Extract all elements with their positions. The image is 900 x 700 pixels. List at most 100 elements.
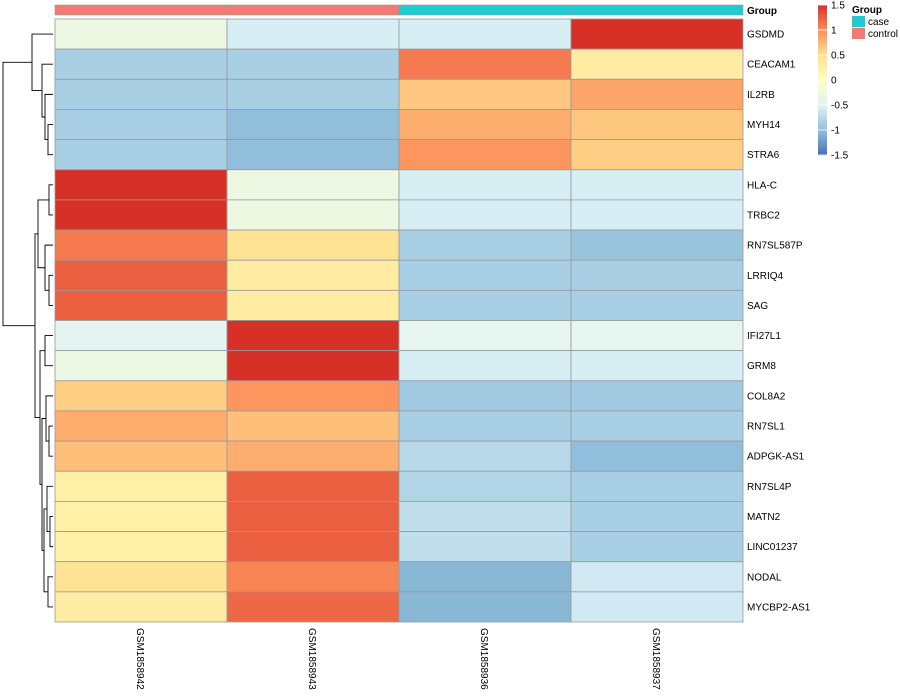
annotation-cell-GSM1858942 <box>54 4 228 16</box>
color-legend-segment <box>818 7 827 11</box>
heatmap-cell-LINC01237-GSM1858942 <box>54 531 228 563</box>
heatmap-cell-MATN2-GSM1858936 <box>398 500 572 532</box>
heatmap-cell-GRM8-GSM1858943 <box>226 350 400 382</box>
group-legend-title: Group <box>852 5 882 16</box>
gene-label-MATN2: MATN2 <box>747 512 781 523</box>
heatmap-cell-COL8A2-GSM1858936 <box>398 380 572 412</box>
color-legend-segment <box>818 30 827 33</box>
heatmap-cell-MYCBP2-AS1-GSM1858936 <box>398 591 572 623</box>
heatmap-cell-HLA-C-GSM1858942 <box>54 169 228 201</box>
color-legend-segment <box>818 87 827 91</box>
heatmap-cell-MYH14-GSM1858937 <box>570 109 744 140</box>
color-legend-tick-label: 1 <box>831 26 837 37</box>
heatmap-cell-RN7SL1-GSM1858943 <box>226 410 400 442</box>
color-legend-segment <box>818 5 827 8</box>
color-legend-segment <box>818 42 827 46</box>
color-legend-segment <box>818 50 827 53</box>
dendrogram-branch <box>44 93 53 141</box>
gene-label-ADPGK-AS1: ADPGK-AS1 <box>747 452 805 463</box>
color-legend-segment <box>818 35 827 38</box>
color-legend-segment <box>818 60 827 63</box>
heatmap-cell-MYH14-GSM1858936 <box>398 109 572 140</box>
annotation-cell-GSM1858937 <box>570 4 744 16</box>
heatmap-cell-HLA-C-GSM1858943 <box>226 169 400 201</box>
color-legend-segment <box>818 132 827 136</box>
color-legend-segment <box>818 137 827 141</box>
gene-label-GRM8: GRM8 <box>747 361 776 372</box>
color-legend-tick-label: 1.5 <box>831 1 845 12</box>
heatmap-cell-MYH14-GSM1858943 <box>226 109 400 140</box>
heatmap-cell-COL8A2-GSM1858942 <box>54 380 228 412</box>
color-legend-segment <box>818 110 827 113</box>
heatmap-cell-MYCBP2-AS1-GSM1858943 <box>226 591 400 623</box>
heatmap-cell-LRRIQ4-GSM1858936 <box>398 259 572 291</box>
group-legend-label-control: control <box>868 29 898 40</box>
color-legend-segment <box>818 140 827 143</box>
heatmap-cell-STRA6-GSM1858942 <box>54 139 228 171</box>
heatmap-cell-CEACAM1-GSM1858937 <box>570 48 744 80</box>
color-legend-segment <box>818 117 827 121</box>
color-legend-segment <box>818 32 827 36</box>
gene-label-RN7SL1: RN7SL1 <box>747 422 785 433</box>
heatmap-cell-LRRIQ4-GSM1858937 <box>570 259 744 291</box>
heatmap-cell-IL2RB-GSM1858937 <box>570 78 744 110</box>
heatmap-cell-GSDMD-GSM1858936 <box>398 18 572 50</box>
color-legend-segment <box>818 75 827 78</box>
group-legend-swatch-control <box>852 28 865 39</box>
heatmap-cell-TRBC2-GSM1858936 <box>398 199 572 231</box>
color-legend-segment <box>818 152 827 156</box>
heatmap-cell-LRRIQ4-GSM1858942 <box>54 259 228 291</box>
heatmap-cell-ADPGK-AS1-GSM1858937 <box>570 440 744 472</box>
color-legend-segment <box>818 127 827 131</box>
heatmap-cell-MATN2-GSM1858937 <box>570 500 744 532</box>
gene-label-TRBC2: TRBC2 <box>747 210 780 221</box>
color-legend-segment <box>818 12 827 16</box>
annotation-cell-GSM1858936 <box>398 4 572 16</box>
color-legend-segment <box>818 85 827 88</box>
dendrogram-branch <box>49 516 53 548</box>
heatmap-cell-TRBC2-GSM1858937 <box>570 199 744 231</box>
color-legend-segment <box>818 62 827 66</box>
gene-labels: GSDMD CEACAM1 IL2RB MYH14 STRA6 HLA-C TRBC2 RN7… <box>747 30 811 614</box>
gene-label-IFI27L1: IFI27L1 <box>747 331 781 342</box>
heatmap-cells <box>54 18 744 623</box>
heatmap-cell-HLA-C-GSM1858936 <box>398 169 572 201</box>
heatmap-cell-NODAL-GSM1858943 <box>226 561 400 593</box>
color-legend-segment <box>818 142 827 146</box>
heatmap-cell-NODAL-GSM1858937 <box>570 561 744 593</box>
heatmap-cell-SAG-GSM1858937 <box>570 289 744 321</box>
heatmap-cell-IFI27L1-GSM1858936 <box>398 320 572 352</box>
annotation-title: Group <box>747 6 777 17</box>
dendrogram-branch <box>41 63 53 118</box>
color-legend-tick-label: -1.5 <box>831 151 849 162</box>
heatmap-cell-COL8A2-GSM1858937 <box>570 380 744 412</box>
heatmap-cell-TRBC2-GSM1858943 <box>226 199 400 231</box>
color-legend-segment <box>818 102 827 106</box>
heatmap-cell-LINC01237-GSM1858936 <box>398 531 572 563</box>
heatmap-cell-LRRIQ4-GSM1858943 <box>226 259 400 291</box>
heatmap-cell-RN7SL4P-GSM1858943 <box>226 470 400 502</box>
heatmap-cell-GRM8-GSM1858942 <box>54 350 228 382</box>
heatmap-cell-RN7SL1-GSM1858936 <box>398 410 572 442</box>
sample-label-GSM1858937: GSM1858937 <box>650 628 661 690</box>
gene-label-LRRIQ4: LRRIQ4 <box>747 271 784 282</box>
color-legend-segment <box>818 147 827 151</box>
color-legend-segment <box>818 80 827 83</box>
dendrogram-branch <box>48 425 53 457</box>
heatmap-cell-IL2RB-GSM1858942 <box>54 78 228 110</box>
heatmap-cell-CEACAM1-GSM1858942 <box>54 48 228 80</box>
color-legend-segment <box>818 57 827 61</box>
dendrogram-branch <box>44 335 53 367</box>
heatmap-cell-SAG-GSM1858943 <box>226 289 400 321</box>
heatmap-cell-NODAL-GSM1858942 <box>54 561 228 593</box>
heatmap-cell-SAG-GSM1858942 <box>54 289 228 321</box>
color-legend-segment <box>818 22 827 26</box>
gene-label-MYH14: MYH14 <box>747 120 781 131</box>
gene-label-CEACAM1: CEACAM1 <box>747 60 796 71</box>
heatmap-cell-STRA6-GSM1858943 <box>226 139 400 171</box>
dendrogram-branch <box>2 61 35 327</box>
color-legend-tick-label: -0.5 <box>831 101 849 112</box>
group-annotation-bar <box>54 4 744 16</box>
color-legend-segment <box>818 37 827 41</box>
